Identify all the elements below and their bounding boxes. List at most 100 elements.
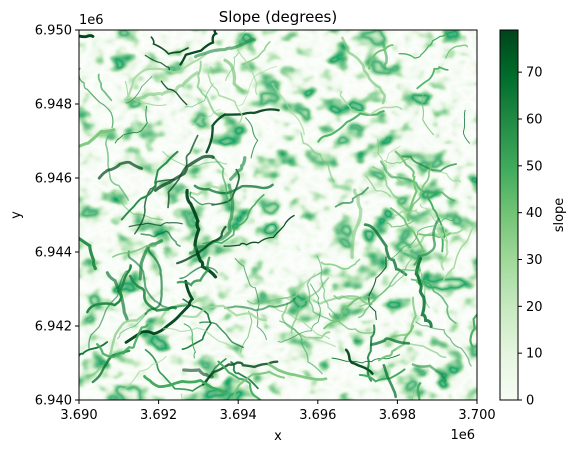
slope-ridge [370, 337, 410, 346]
slope-ridge [230, 361, 259, 390]
x-tick-label: 3.690 [60, 408, 97, 423]
slope-ridge [143, 375, 228, 395]
slope-ridge [415, 321, 472, 367]
slope-ridge [401, 223, 471, 253]
slope-ridge [279, 320, 323, 375]
slope-ridge [245, 117, 259, 159]
slope-ridge [180, 304, 268, 322]
slope-ridge [179, 266, 218, 280]
colorbar-tick-label: 30 [526, 253, 543, 268]
slope-ridge [431, 170, 462, 183]
slope-ridge [124, 279, 195, 344]
slope-ridge [381, 42, 388, 70]
slope-ridge [182, 368, 214, 379]
y-axis-label: y [9, 211, 24, 219]
x-tick-label: 3.692 [140, 408, 177, 423]
slope-ridge [117, 314, 146, 340]
y-tick-label: 6.940 [35, 394, 72, 409]
slope-ridge [126, 71, 199, 102]
slope-ridge [358, 368, 406, 383]
slope-ridge [189, 191, 216, 206]
slope-ridge [144, 245, 163, 316]
slope-ridge [229, 156, 247, 181]
colorbar-tick-label: 0 [526, 394, 534, 409]
slope-ridge [436, 228, 449, 271]
slope-ridge [97, 160, 144, 180]
slope-ridge [410, 278, 457, 324]
x-offset-label: 1e6 [450, 428, 475, 443]
slope-ridge [341, 36, 386, 105]
colorbar [499, 29, 519, 401]
slope-ridge [79, 67, 114, 129]
slope-ridge [153, 154, 215, 192]
slope-ridge [410, 161, 433, 212]
slope-ridge [339, 90, 403, 116]
slope-ridge [277, 283, 321, 343]
slope-ridge [376, 138, 402, 183]
slope-ridge [144, 348, 227, 392]
slope-ridge [199, 321, 244, 349]
slope-ridge [237, 65, 278, 107]
slope-ridge [127, 250, 189, 310]
slope-ridge [419, 203, 449, 243]
slope-ridge [462, 109, 470, 144]
slope-ridge [140, 230, 181, 247]
y-tick-label: 6.944 [35, 246, 72, 261]
slope-ridge [202, 193, 265, 245]
slope-ridge [79, 34, 95, 39]
slope-ridge [154, 297, 202, 325]
heatmap-ridges [79, 30, 477, 400]
slope-ridge [128, 221, 183, 228]
slope-ridge [181, 298, 212, 351]
colorbar-tick-label: 20 [526, 300, 543, 315]
slope-ridge [334, 186, 369, 208]
slope-ridge [372, 166, 411, 213]
colorbar-tick-label: 10 [526, 347, 543, 362]
slope-ridge [359, 248, 413, 308]
slope-ridge [239, 310, 253, 353]
slope-ridge [79, 341, 109, 359]
slope-ridge [79, 128, 116, 149]
slope-ridge [150, 36, 189, 55]
slope-ridge [421, 92, 435, 136]
slope-ridge [246, 294, 298, 305]
y-axis-ticks: 6.940 6.942 6.944 6.946 6.948 6.950 [35, 24, 79, 409]
slope-ridge [105, 135, 130, 201]
plot-frame [78, 29, 478, 401]
slope-ridge [205, 108, 280, 154]
slope-ridge [413, 217, 440, 266]
slope-ridge [411, 363, 447, 383]
slope-ridge [267, 362, 328, 381]
slope-ridge [194, 38, 256, 59]
slope-ridge [445, 44, 469, 59]
slope-ridge [114, 106, 148, 144]
slope-ridge [469, 312, 477, 347]
slope-ridge [178, 184, 226, 196]
slope-ridge [350, 188, 363, 259]
slope-ridge [160, 80, 188, 106]
slope-ridge [179, 30, 219, 66]
slope-ridge [300, 132, 335, 183]
slope-ridge [398, 31, 447, 59]
slope-ridge [317, 110, 385, 143]
colorbar-tick-label: 70 [526, 66, 543, 81]
slope-ridge [79, 236, 97, 271]
slope-ridge [223, 58, 244, 93]
slope-ridge [128, 274, 177, 312]
slope-ridge [241, 41, 271, 66]
slope-ridge [97, 73, 113, 102]
slope-ridge [301, 338, 336, 348]
slope-ridge [193, 183, 274, 195]
slope-ridge [188, 183, 235, 255]
slope-ridge [223, 297, 297, 312]
plot-area [79, 30, 477, 400]
slope-ridge [382, 363, 398, 399]
slope-ridge [144, 54, 171, 73]
slope-ridge [320, 258, 361, 270]
slope-ridge [235, 30, 258, 96]
slope-ridge [111, 192, 164, 221]
slope-ridge [162, 327, 232, 347]
slope-ridge [234, 257, 268, 341]
slope-ridge [207, 66, 243, 124]
slope-ridge [379, 160, 456, 202]
